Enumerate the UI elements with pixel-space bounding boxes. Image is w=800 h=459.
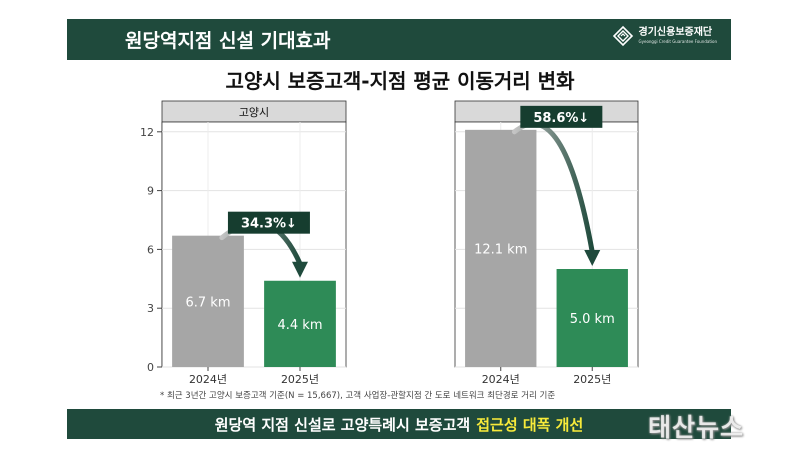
logo: 경기신용보증재단 Gyeonggi Credit Guarantee Found… xyxy=(612,25,717,47)
change-label-box xyxy=(227,211,310,234)
header-title: 원당역지점 신설 기대효과 xyxy=(125,30,331,52)
facet-label: 고양시 xyxy=(239,106,269,119)
bar xyxy=(264,280,336,367)
bar-value-label: 6.7 km xyxy=(186,295,231,310)
bottom-banner: 원당역 지점 신설로 고양특례시 보증고객 접근성 대폭 개선 xyxy=(67,409,731,439)
y-tick-label: 6 xyxy=(147,243,154,256)
change-label: 34.3%↓ xyxy=(241,217,297,232)
x-tick-label: 2024년 xyxy=(189,373,227,386)
bar-value-label: 4.4 km xyxy=(278,318,323,333)
banner-text: 원당역 지점 신설로 고양특례시 보증고객 xyxy=(214,415,471,434)
change-label: 58.6%↓ xyxy=(533,111,589,126)
chart-title: 고양시 보증고객-지점 평균 이동거리 변화 xyxy=(225,69,575,93)
banner-highlight: 접근성 대폭 개선 xyxy=(476,415,584,434)
y-tick-label: 0 xyxy=(147,361,154,374)
logo-icon xyxy=(612,25,633,47)
bar-value-label: 12.1 km xyxy=(474,242,527,257)
header-bar: 원당역지점 신설 기대효과 경기신용보증재단 Gyeonggi Credit G… xyxy=(67,19,731,60)
x-tick-label: 2024년 xyxy=(482,373,520,386)
change-arrowhead xyxy=(584,250,601,266)
logo-name-ko: 경기신용보증재단 xyxy=(638,27,713,38)
bar-value-label: 5.0 km xyxy=(570,312,615,327)
watermark: 태산뉴스 xyxy=(648,413,745,442)
y-tick-label: 3 xyxy=(147,302,154,315)
footnote: * 최근 3년간 고양시 보증고객 기준(N = 15,667), 고객 사업장… xyxy=(160,391,556,401)
x-tick-label: 2025년 xyxy=(573,373,611,386)
logo-name-en: Gyeonggi Credit Guarantee Foundation xyxy=(638,39,717,44)
bar xyxy=(556,269,628,367)
y-tick-label: 9 xyxy=(147,185,154,198)
bar xyxy=(172,235,244,367)
bar xyxy=(465,129,537,367)
x-tick-label: 2025년 xyxy=(281,373,319,386)
change-arrowhead xyxy=(292,261,308,278)
y-tick-label: 12 xyxy=(140,126,154,139)
change-label-box xyxy=(520,105,603,128)
